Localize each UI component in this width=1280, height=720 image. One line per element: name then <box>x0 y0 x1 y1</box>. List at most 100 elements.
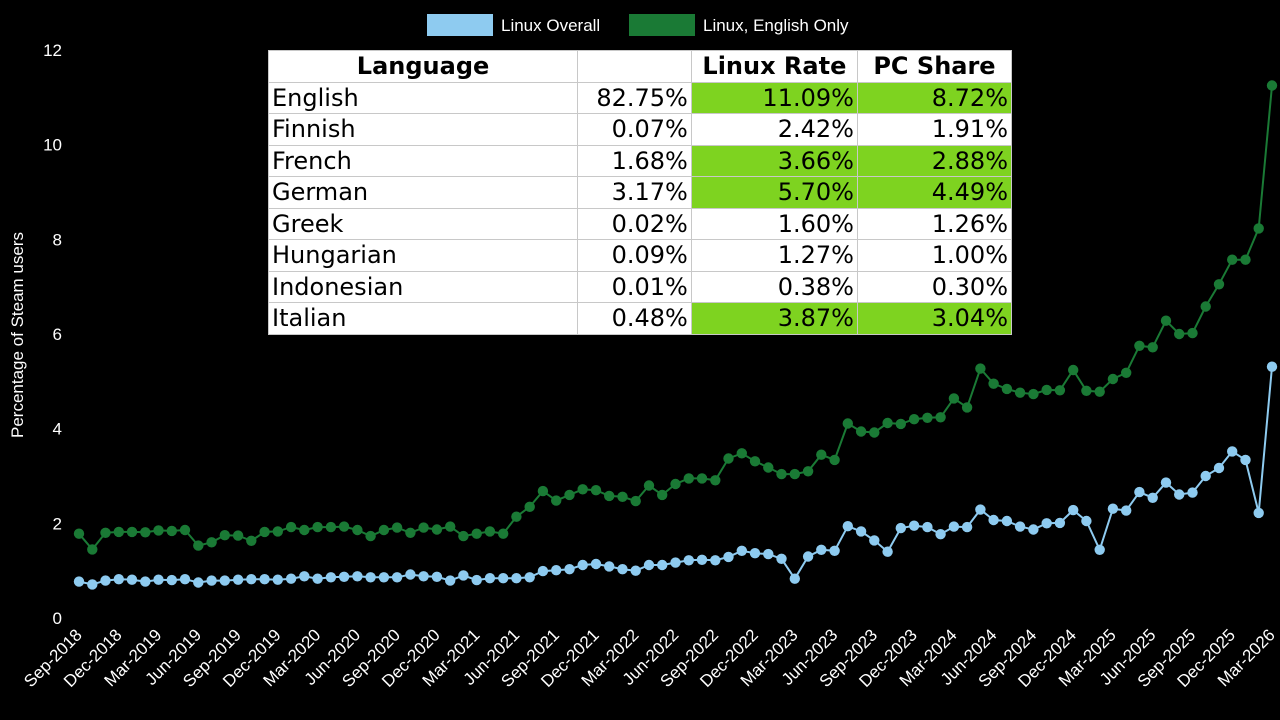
cell-language: Italian <box>267 302 579 335</box>
cell-pc-share: 4.49% <box>856 176 1013 209</box>
data-point <box>630 565 641 576</box>
table-row: German 3.17% 5.70% 4.49% <box>267 176 1013 209</box>
data-point <box>551 495 562 506</box>
data-point <box>153 525 164 536</box>
data-point <box>935 412 946 423</box>
data-point <box>1107 503 1119 514</box>
data-point <box>87 544 98 555</box>
data-point <box>749 456 761 467</box>
data-point <box>1041 518 1052 529</box>
data-point <box>299 571 310 582</box>
cell-pc-share: 1.91% <box>856 113 1013 146</box>
cell-pc-share: 1.00% <box>856 239 1013 272</box>
data-point <box>445 575 456 586</box>
data-point <box>948 393 960 404</box>
data-point <box>1174 328 1185 340</box>
cell-language: Finnish <box>267 113 579 146</box>
cell-pc-share: 1.26% <box>856 207 1013 240</box>
data-point <box>458 570 469 581</box>
data-point <box>405 569 416 580</box>
series-linux-overall <box>73 361 1278 590</box>
cell-share: 0.09% <box>577 239 692 272</box>
data-point <box>524 501 535 512</box>
y-tick-label: 4 <box>53 420 62 439</box>
data-point <box>1147 492 1158 503</box>
data-point <box>325 572 337 583</box>
data-point <box>179 574 191 585</box>
data-point <box>1240 254 1251 265</box>
data-point <box>882 546 893 557</box>
data-point <box>1068 504 1079 516</box>
data-point <box>537 485 549 497</box>
data-point <box>458 530 469 542</box>
data-point <box>179 524 191 536</box>
data-point <box>670 478 681 490</box>
data-point <box>1081 515 1092 527</box>
data-point <box>789 468 800 480</box>
data-point <box>1001 383 1013 395</box>
data-point <box>710 555 721 566</box>
data-point <box>630 495 641 507</box>
data-point <box>1028 524 1039 535</box>
header-pc-share: PC Share <box>856 50 1013 83</box>
legend: Linux Overall Linux, English Only <box>427 14 849 36</box>
data-point <box>73 576 85 587</box>
data-point <box>1187 327 1198 339</box>
data-point <box>537 565 549 577</box>
data-point <box>1266 361 1278 372</box>
data-point <box>829 454 840 466</box>
data-point <box>988 514 999 526</box>
data-point <box>1134 340 1145 351</box>
data-point <box>352 524 363 536</box>
data-point <box>471 528 482 539</box>
table-row: Hungarian 0.09% 1.27% 1.00% <box>267 239 1013 272</box>
data-point <box>1147 342 1158 353</box>
data-point <box>1160 315 1172 326</box>
data-point <box>1266 80 1278 91</box>
data-point <box>352 571 363 582</box>
data-point <box>763 548 774 560</box>
data-point <box>604 490 615 502</box>
data-point <box>140 527 151 538</box>
data-point <box>1028 388 1039 400</box>
table-row: French 1.68% 3.66% 2.88% <box>267 144 1013 177</box>
table-row: Finnish 0.07% 2.42% 1.91% <box>267 113 1013 146</box>
data-point <box>1200 470 1211 482</box>
data-point <box>325 521 337 533</box>
data-point <box>577 559 588 571</box>
data-point <box>908 520 920 531</box>
data-point <box>1213 462 1225 474</box>
data-point <box>259 574 270 585</box>
data-point <box>100 527 111 538</box>
data-point <box>1227 446 1238 457</box>
data-point <box>1227 254 1238 265</box>
cell-pc-share: 0.30% <box>856 270 1013 303</box>
data-point <box>643 559 655 571</box>
data-point <box>391 522 403 533</box>
cell-linux-rate: 3.87% <box>690 302 858 335</box>
data-point <box>445 521 456 532</box>
data-point <box>908 414 920 425</box>
cell-language: Hungarian <box>267 239 579 272</box>
data-point <box>153 574 164 585</box>
data-point <box>948 521 960 532</box>
legend-label: Linux, English Only <box>703 16 849 35</box>
data-point <box>895 418 906 430</box>
data-point <box>338 571 350 582</box>
data-point <box>816 544 827 555</box>
data-point <box>922 521 933 533</box>
data-point <box>498 528 509 539</box>
data-point <box>1213 279 1225 290</box>
data-point <box>643 480 655 491</box>
cell-share: 0.48% <box>577 302 692 335</box>
cell-linux-rate: 1.60% <box>690 207 858 240</box>
series-linux-english-only <box>73 80 1278 555</box>
y-tick-label: 8 <box>53 230 62 249</box>
data-point <box>1014 521 1026 532</box>
data-point <box>1160 477 1172 488</box>
data-point <box>1134 486 1145 498</box>
data-point <box>166 525 177 537</box>
cell-share: 0.01% <box>577 270 692 303</box>
data-point <box>935 529 946 540</box>
